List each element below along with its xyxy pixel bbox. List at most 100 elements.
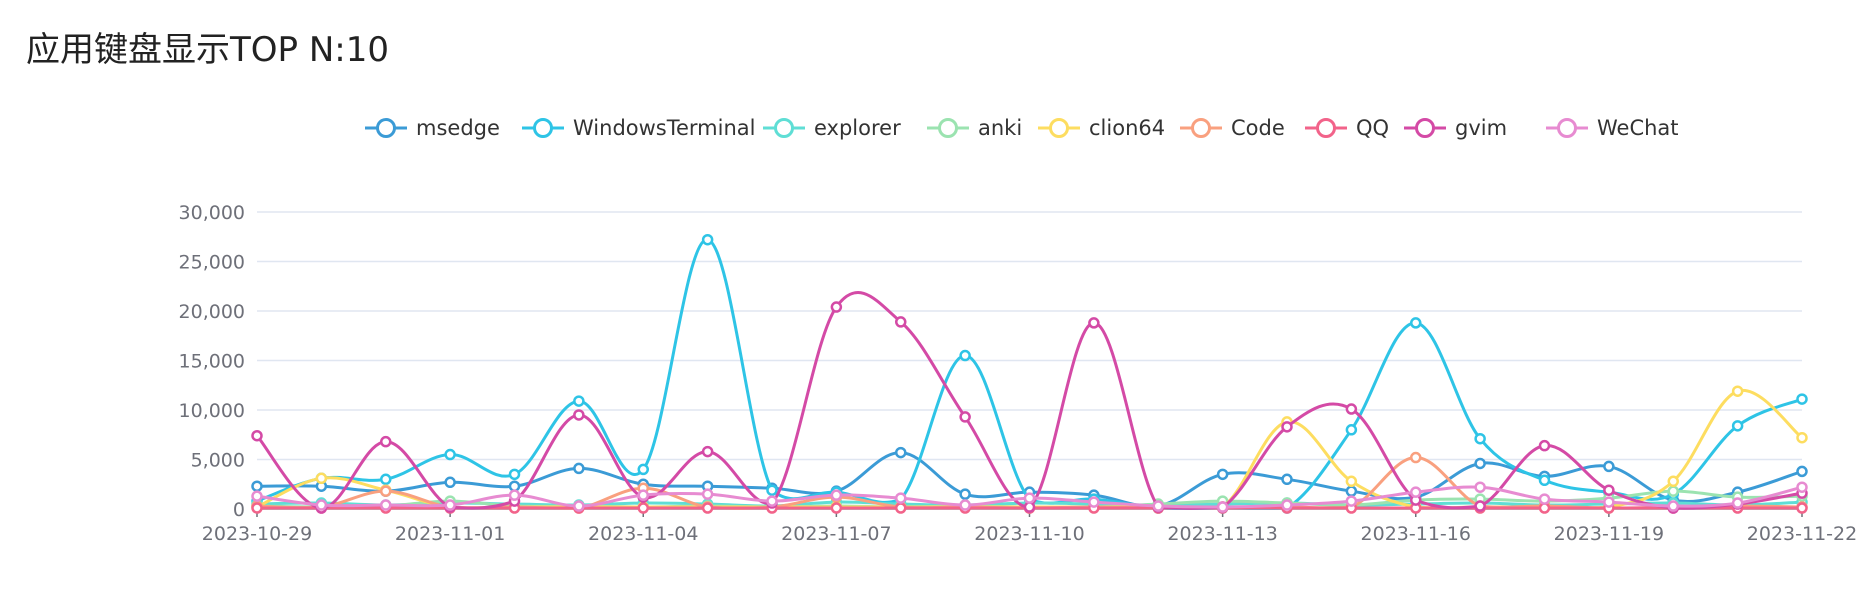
data-point-WeChat[interactable] <box>1603 496 1615 508</box>
data-point-Code[interactable] <box>1410 451 1422 464</box>
data-point-QQ[interactable] <box>830 502 843 514</box>
data-point-WeChat[interactable] <box>444 499 456 511</box>
data-point-msedge[interactable] <box>508 480 521 492</box>
legend-item-gvim[interactable]: gvim <box>1403 112 1507 144</box>
data-point-gvim[interactable] <box>1281 421 1293 433</box>
data-point-QQ[interactable] <box>895 502 907 514</box>
legend-item-QQ[interactable]: QQ <box>1304 112 1389 144</box>
data-point-WindowsTerminal[interactable] <box>380 473 392 486</box>
x-tick-label: 2023-11-01 <box>395 523 505 545</box>
data-point-msedge[interactable] <box>1345 485 1358 497</box>
data-point-clion64[interactable] <box>1796 431 1808 444</box>
data-point-WindowsTerminal[interactable] <box>959 349 971 362</box>
data-point-gvim[interactable] <box>380 435 392 448</box>
data-point-gvim[interactable] <box>1088 317 1100 329</box>
data-point-WeChat[interactable] <box>1345 495 1358 507</box>
legend-item-WeChat[interactable]: WeChat <box>1545 112 1679 144</box>
data-point-WeChat[interactable] <box>766 495 778 507</box>
data-point-Code[interactable] <box>380 485 392 497</box>
data-point-WeChat[interactable] <box>1088 496 1100 508</box>
legend-item-Code[interactable]: Code <box>1179 112 1285 144</box>
page-title: 应用键盘显示TOP N:10 <box>26 30 389 70</box>
data-point-WindowsTerminal[interactable] <box>444 448 456 461</box>
x-tick-label: 2023-11-10 <box>974 523 1084 545</box>
data-point-gvim[interactable] <box>573 409 585 421</box>
data-point-WeChat[interactable] <box>251 490 263 502</box>
data-point-msedge[interactable] <box>1216 468 1229 481</box>
data-point-msedge[interactable] <box>573 462 585 475</box>
data-point-WindowsTerminal[interactable] <box>573 395 585 407</box>
data-point-msedge[interactable] <box>895 446 907 459</box>
data-point-anki[interactable] <box>1667 485 1679 497</box>
data-point-msedge[interactable] <box>1603 460 1615 473</box>
data-point-gvim[interactable] <box>1538 439 1551 452</box>
data-point-QQ[interactable] <box>251 502 263 514</box>
data-point-gvim[interactable] <box>1345 403 1358 415</box>
data-point-WindowsTerminal[interactable] <box>1474 432 1486 445</box>
chart-legend: msedge WindowsTerminal explorer anki clion64… <box>0 112 1864 144</box>
data-point-WeChat[interactable] <box>637 489 649 501</box>
data-point-WeChat[interactable] <box>1474 481 1486 493</box>
data-point-WeChat[interactable] <box>380 499 392 511</box>
data-point-msedge[interactable] <box>1796 465 1808 478</box>
data-point-gvim[interactable] <box>1603 484 1615 496</box>
data-point-WeChat[interactable] <box>508 489 521 501</box>
data-point-WeChat[interactable] <box>830 489 843 501</box>
data-point-WeChat[interactable] <box>1216 501 1229 513</box>
data-point-WindowsTerminal[interactable] <box>637 463 649 476</box>
legend-item-explorer[interactable]: explorer <box>762 112 901 144</box>
data-point-WeChat[interactable] <box>1667 500 1679 512</box>
data-point-gvim[interactable] <box>959 411 971 423</box>
data-point-WindowsTerminal[interactable] <box>701 233 714 246</box>
data-point-WeChat[interactable] <box>701 488 714 500</box>
data-point-WeChat[interactable] <box>959 499 971 511</box>
legend-item-clion64[interactable]: clion64 <box>1037 112 1165 144</box>
data-point-WeChat[interactable] <box>573 500 585 512</box>
data-point-QQ[interactable] <box>1796 502 1808 514</box>
data-point-gvim[interactable] <box>251 429 263 442</box>
data-point-gvim[interactable] <box>895 316 907 328</box>
data-point-clion64[interactable] <box>1731 385 1744 397</box>
data-point-QQ[interactable] <box>1538 502 1551 514</box>
legend-label: anki <box>978 116 1023 140</box>
data-point-clion64[interactable] <box>315 472 328 485</box>
legend-item-anki[interactable]: anki <box>926 112 1022 144</box>
data-point-WeChat[interactable] <box>1152 500 1164 512</box>
data-point-QQ[interactable] <box>637 502 649 514</box>
data-point-WeChat[interactable] <box>1281 499 1293 511</box>
data-point-gvim[interactable] <box>1474 500 1486 512</box>
y-tick-label: 15,000 <box>179 351 245 373</box>
data-point-WeChat[interactable] <box>1410 486 1422 498</box>
legend-item-WindowsTerminal[interactable]: WindowsTerminal <box>521 112 756 144</box>
data-point-clion64[interactable] <box>1345 475 1358 488</box>
legend-label: WeChat <box>1597 116 1679 140</box>
data-point-WindowsTerminal[interactable] <box>1345 424 1358 436</box>
data-point-WeChat[interactable] <box>1731 497 1744 509</box>
data-point-QQ[interactable] <box>701 502 714 514</box>
data-point-msedge[interactable] <box>1281 473 1293 486</box>
data-point-WeChat[interactable] <box>1023 492 1036 504</box>
data-point-clion64[interactable] <box>1667 475 1679 488</box>
data-point-WeChat[interactable] <box>895 492 907 504</box>
series-WeChat <box>251 481 1808 513</box>
data-point-WindowsTerminal[interactable] <box>1410 317 1422 329</box>
data-point-WindowsTerminal[interactable] <box>766 484 778 496</box>
data-point-WindowsTerminal[interactable] <box>1731 420 1744 432</box>
legend-marker-icon <box>763 118 805 138</box>
data-point-WeChat[interactable] <box>1538 493 1551 505</box>
data-point-WindowsTerminal[interactable] <box>1796 393 1808 405</box>
legend-label: clion64 <box>1089 116 1166 140</box>
data-point-msedge[interactable] <box>959 488 971 500</box>
data-point-msedge[interactable] <box>444 476 456 489</box>
data-point-WeChat[interactable] <box>315 499 328 511</box>
data-point-gvim[interactable] <box>1023 501 1036 513</box>
x-tick-label: 2023-11-07 <box>781 523 891 545</box>
data-point-WindowsTerminal[interactable] <box>508 468 521 481</box>
data-point-gvim[interactable] <box>701 445 714 458</box>
data-point-msedge[interactable] <box>1474 457 1486 470</box>
data-point-WeChat[interactable] <box>1796 481 1808 493</box>
legend-item-msedge[interactable]: msedge <box>364 112 500 144</box>
data-point-msedge[interactable] <box>251 480 263 492</box>
data-point-gvim[interactable] <box>830 301 843 313</box>
data-point-WindowsTerminal[interactable] <box>1538 474 1551 487</box>
